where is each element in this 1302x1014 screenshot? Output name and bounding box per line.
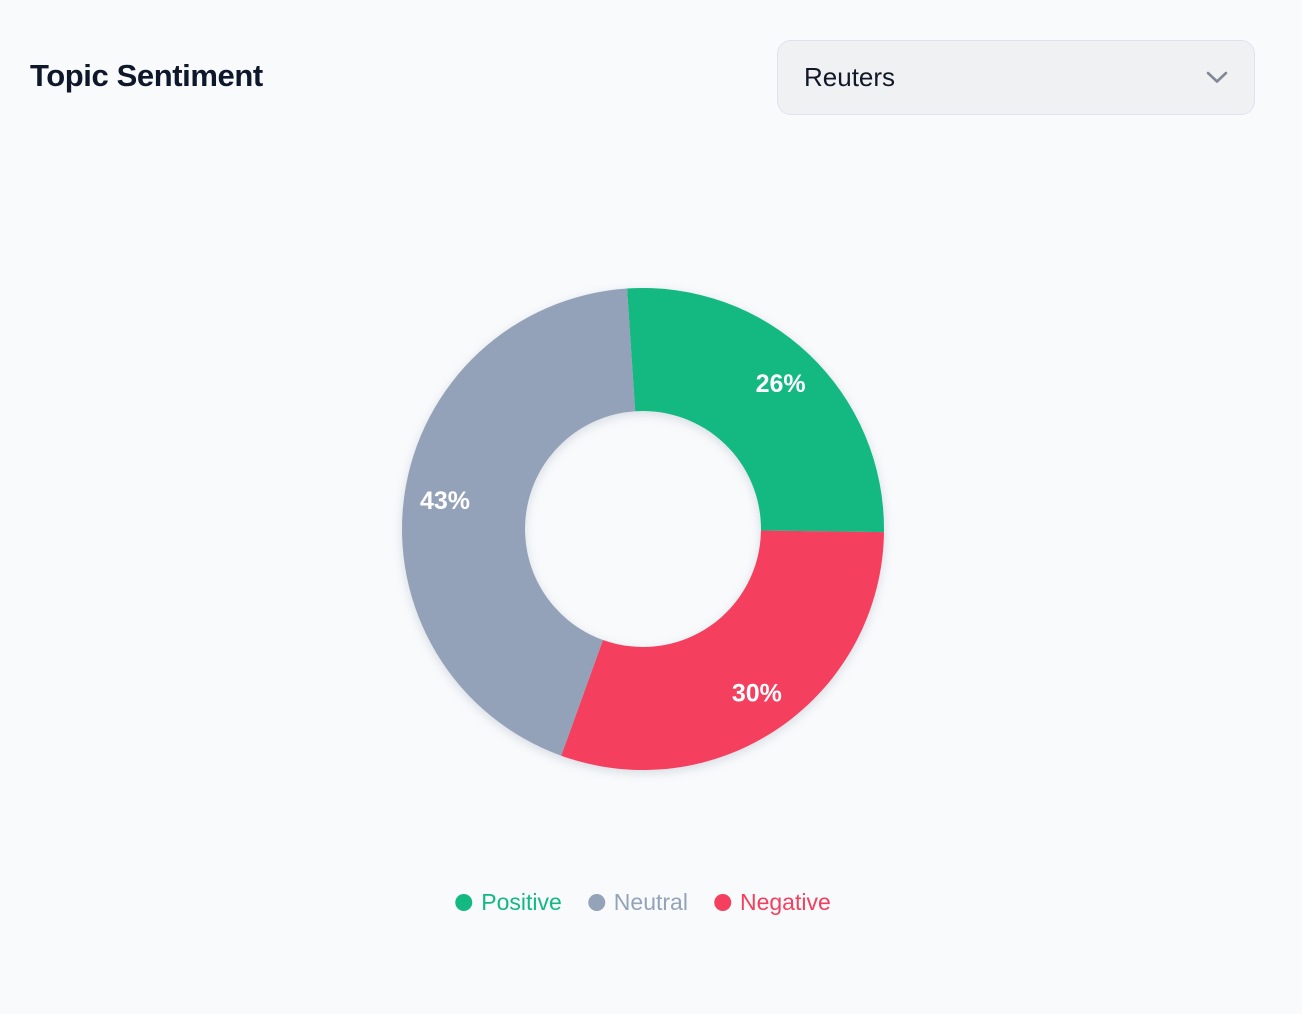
legend-dot-icon xyxy=(455,894,473,911)
legend-label: Neutral xyxy=(613,889,688,915)
source-dropdown[interactable]: Reuters xyxy=(777,40,1255,115)
chevron-down-icon xyxy=(1206,71,1228,84)
legend-label: Positive xyxy=(481,889,562,915)
legend-label: Negative xyxy=(739,889,831,915)
donut-segment-neutral[interactable] xyxy=(402,288,636,756)
legend-item-negative[interactable]: Negative xyxy=(713,889,831,916)
donut-label-negative: 30% xyxy=(732,679,782,707)
donut-label-positive: 26% xyxy=(756,370,806,398)
legend-dot-icon xyxy=(713,894,731,911)
source-dropdown-value: Reuters xyxy=(804,62,896,92)
chart-legend: Positive Neutral Negative xyxy=(455,889,831,916)
donut-segment-positive[interactable] xyxy=(627,288,885,533)
donut-label-neutral: 43% xyxy=(420,487,470,515)
legend-item-neutral[interactable]: Neutral xyxy=(587,889,688,916)
donut-segment-negative[interactable] xyxy=(561,530,884,770)
legend-dot-icon xyxy=(587,894,605,911)
page-title: Topic Sentiment xyxy=(30,58,263,93)
legend-item-positive[interactable]: Positive xyxy=(455,889,562,916)
sentiment-donut-chart: 26% 30% 43% xyxy=(400,286,886,772)
donut-chart-svg: 26% 30% 43% xyxy=(402,288,885,770)
